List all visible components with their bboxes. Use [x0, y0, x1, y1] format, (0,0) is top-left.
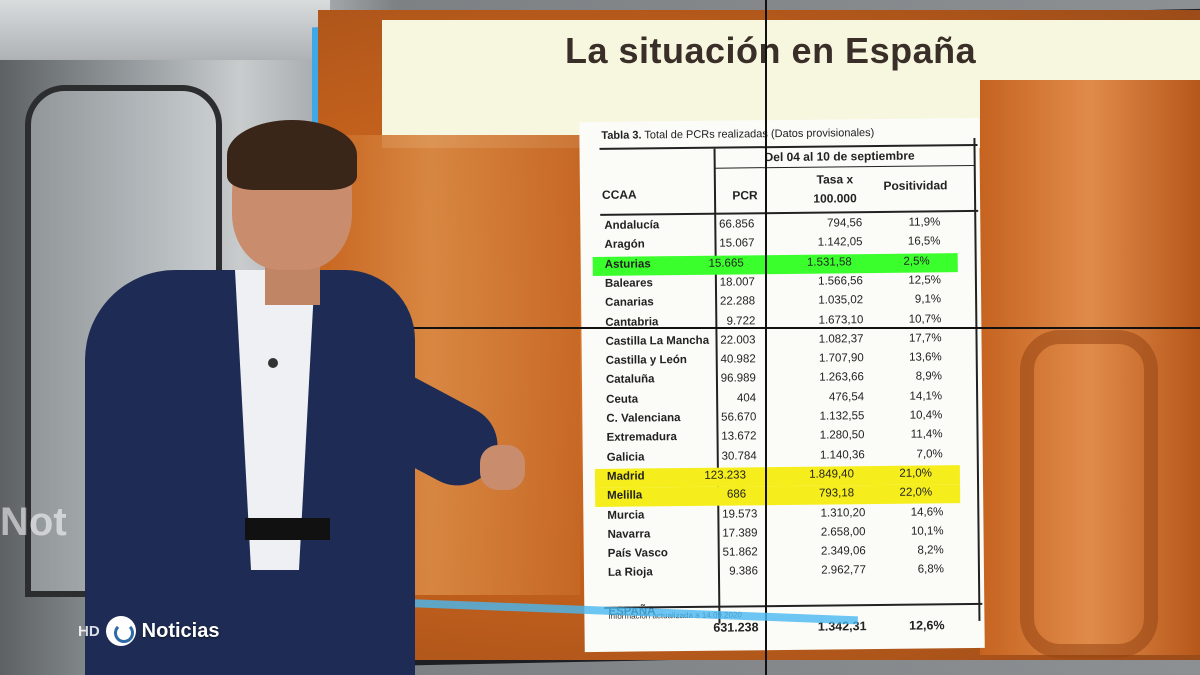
cell-pos: 17,7%: [908, 332, 942, 345]
cell-pcr: 9.722: [726, 314, 756, 328]
cell-tasa: 1.035,02: [818, 294, 864, 307]
brand-name: Noticias: [141, 619, 220, 642]
cell-tasa: 1.280,50: [819, 429, 865, 442]
cell-pcr: 17.389: [722, 527, 758, 540]
cell-tasa: 2.962,77: [821, 564, 867, 577]
cell-pos: 8,2%: [917, 544, 944, 557]
lapel-mic-icon: [268, 358, 278, 368]
blurred-graphic-right: [980, 80, 1200, 655]
cell-tasa: 1.566,56: [818, 275, 863, 288]
presenter-hair: [227, 120, 357, 190]
cell-name: Galicia: [606, 451, 645, 464]
cell-pcr: 686: [726, 488, 747, 501]
cell-pcr: 123.233: [704, 469, 747, 482]
cell-tasa: 1.673,10: [818, 313, 864, 327]
blurred-letter-shape: [1020, 330, 1158, 658]
cell-tasa: 1.707,90: [818, 352, 864, 365]
cell-name: Melilla: [607, 489, 643, 503]
crosshair-horizontal: [330, 327, 1200, 329]
cell-name: País Vasco: [607, 547, 668, 560]
table-caption: Tabla 3. Total de PCRs realizadas (Datos…: [601, 127, 875, 142]
cell-pcr: 51.862: [722, 546, 758, 559]
cell-name: Asturias: [604, 257, 651, 271]
cell-pos: 10,4%: [909, 409, 943, 422]
cell-pcr: 18.007: [719, 276, 755, 289]
cell-tasa: 1.263,66: [819, 371, 864, 385]
cell-tasa: 1.310,20: [820, 506, 866, 520]
cell-tasa: 1.082,37: [818, 332, 864, 346]
cell-tasa: 1.531,58: [806, 255, 852, 269]
cell-pcr: 404: [736, 391, 757, 405]
cell-tasa: 476,54: [828, 390, 865, 404]
cell-tasa: 1.132,55: [819, 410, 865, 423]
cell-name: Castilla La Mancha: [605, 334, 710, 348]
cell-name: Andalucía: [604, 219, 660, 232]
cell-pos: 21,0%: [899, 467, 932, 480]
cell-tasa: 1.849,40: [809, 468, 855, 481]
cell-tasa: 2.658,00: [820, 525, 866, 539]
hd-badge: HD: [78, 622, 100, 640]
cell-pos: 7,0%: [916, 447, 943, 461]
col-tasa-header-2: 100.000: [813, 191, 857, 206]
studio-ceiling: [0, 0, 330, 60]
cell-pcr: 9.386: [729, 565, 759, 578]
cell-tasa: 794,56: [827, 217, 863, 230]
cell-name: Canarias: [605, 296, 654, 310]
col-ccaa-header: CCAA: [601, 187, 637, 202]
cell-name: Murcia: [607, 508, 645, 522]
cell-pcr: 15.067: [719, 237, 755, 250]
cell-tasa: 793,18: [818, 487, 855, 500]
cell-name: Navarra: [607, 528, 651, 541]
cell-name: Madrid: [606, 470, 645, 483]
cell-pos: 22,0%: [899, 486, 933, 499]
cell-pcr: 19.573: [722, 507, 758, 521]
cell-pos: 11,9%: [908, 216, 941, 229]
cell-pos: 6,8%: [917, 563, 945, 576]
cell-name: C. Valenciana: [606, 412, 681, 425]
cell-pos: 16,5%: [907, 235, 941, 248]
cell-pos: 12,5%: [908, 274, 941, 287]
cell-pos: 11,4%: [910, 428, 943, 441]
col-pos-header: Positividad: [883, 178, 948, 193]
cell-pcr: 96.989: [720, 372, 756, 386]
table-row: La Rioja 9.386 2.962,77 6,8%: [584, 561, 984, 584]
presenter-hand: [480, 445, 525, 490]
cell-pcr: 22.288: [719, 295, 756, 308]
presenter: [80, 120, 530, 675]
cell-name: Aragón: [604, 238, 645, 252]
cell-pos: 2,5%: [903, 255, 930, 268]
cell-pos: 9,1%: [914, 293, 942, 306]
cell-name: La Rioja: [607, 566, 653, 580]
cell-tasa: 1.142,05: [817, 236, 863, 249]
pcr-table-panel: Tabla 3. Total de PCRs realizadas (Datos…: [579, 117, 985, 653]
cell-pcr: 56.670: [721, 411, 757, 424]
cell-pos: 10,1%: [910, 525, 944, 538]
pillar-logo-text: Not: [0, 500, 67, 544]
cell-pcr: 15.665: [708, 256, 744, 270]
period-header: Del 04 al 10 de septiembre: [764, 148, 915, 165]
col-tasa-header-1: Tasa x: [816, 172, 854, 187]
cell-pcr: 13.672: [721, 430, 757, 443]
antena3-logo-icon: [105, 616, 136, 646]
cell-pos: 14,1%: [909, 390, 943, 403]
cell-pcr: 22.003: [720, 334, 756, 347]
cell-pcr: 30.784: [721, 449, 757, 463]
cell-tasa: 2.349,06: [820, 545, 866, 558]
cell-name: Baleares: [604, 277, 653, 290]
screen-title: La situación en España: [565, 30, 977, 71]
cell-pos: 14,6%: [910, 505, 944, 519]
cell-pos: 10,7%: [908, 312, 942, 326]
channel-logo: HD Noticias: [78, 616, 219, 646]
cell-name: Castilla y León: [605, 354, 687, 367]
crosshair-vertical: [765, 0, 767, 675]
cell-pcr: 66.856: [719, 218, 755, 231]
cell-pos: 13,6%: [909, 351, 942, 364]
cell-name: Extremadura: [606, 431, 677, 445]
cell-pos: 8,9%: [915, 370, 942, 383]
cell-pcr: 40.982: [720, 353, 756, 366]
cell-name: Cataluña: [605, 373, 655, 387]
cell-name: Ceuta: [606, 393, 639, 406]
cell-tasa: 1.140,36: [819, 448, 865, 462]
presenter-belt: [245, 518, 330, 540]
